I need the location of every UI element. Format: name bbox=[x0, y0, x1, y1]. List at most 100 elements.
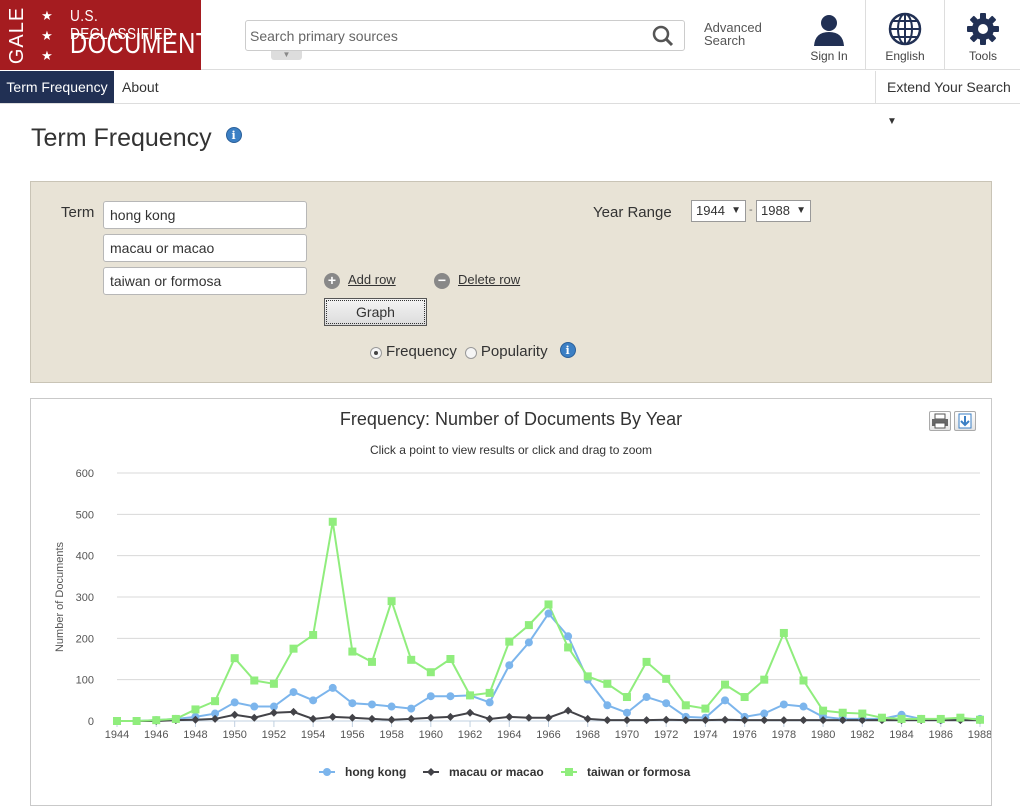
data-point-0[interactable] bbox=[250, 702, 259, 711]
term-input-2[interactable] bbox=[103, 234, 307, 262]
term-input-3[interactable] bbox=[103, 267, 307, 295]
data-point-1[interactable] bbox=[289, 707, 298, 716]
year-to-select[interactable]: 1988 ▼ bbox=[756, 200, 811, 222]
legend-label[interactable]: hong kong bbox=[345, 765, 406, 779]
year-from-select[interactable]: 1944 ▼ bbox=[691, 200, 746, 222]
data-point-2[interactable] bbox=[113, 717, 121, 725]
data-point-1[interactable] bbox=[701, 716, 710, 725]
tab-about[interactable]: About bbox=[122, 79, 159, 95]
data-point-2[interactable] bbox=[721, 680, 730, 689]
data-point-0[interactable] bbox=[407, 704, 416, 713]
data-point-1[interactable] bbox=[407, 714, 416, 723]
data-point-1[interactable] bbox=[740, 716, 749, 725]
data-point-1[interactable] bbox=[191, 715, 200, 724]
data-point-0[interactable] bbox=[309, 696, 318, 705]
data-point-0[interactable] bbox=[269, 702, 278, 711]
data-point-0[interactable] bbox=[446, 692, 455, 701]
data-point-2[interactable] bbox=[799, 676, 808, 685]
legend-marker[interactable] bbox=[565, 768, 573, 776]
data-point-2[interactable] bbox=[407, 655, 416, 664]
tab-term-frequency[interactable]: Term Frequency bbox=[0, 71, 114, 103]
data-point-2[interactable] bbox=[917, 714, 926, 723]
delete-row-link[interactable]: Delete row bbox=[458, 272, 521, 287]
data-point-2[interactable] bbox=[564, 643, 573, 652]
data-point-2[interactable] bbox=[858, 709, 867, 718]
data-point-0[interactable] bbox=[662, 699, 671, 708]
data-point-2[interactable] bbox=[289, 644, 298, 653]
data-point-0[interactable] bbox=[799, 702, 808, 711]
data-point-2[interactable] bbox=[426, 668, 435, 677]
data-point-2[interactable] bbox=[701, 704, 710, 713]
data-point-1[interactable] bbox=[426, 713, 435, 722]
data-point-2[interactable] bbox=[681, 701, 690, 710]
data-point-2[interactable] bbox=[485, 688, 494, 697]
data-point-1[interactable] bbox=[662, 715, 671, 724]
data-point-0[interactable] bbox=[642, 693, 651, 702]
popularity-radio[interactable] bbox=[464, 346, 477, 359]
data-point-1[interactable] bbox=[505, 712, 514, 721]
data-point-1[interactable] bbox=[622, 716, 631, 725]
data-point-2[interactable] bbox=[171, 714, 180, 723]
data-point-0[interactable] bbox=[544, 609, 553, 618]
data-point-0[interactable] bbox=[779, 700, 788, 709]
plus-icon[interactable]: + bbox=[324, 273, 340, 289]
data-point-2[interactable] bbox=[877, 713, 886, 722]
data-point-0[interactable] bbox=[564, 632, 573, 641]
term-frequency-chart[interactable]: 0 100 200 300 400 500 600 1944 1946 1948 1950 1952 1… bbox=[31, 399, 991, 805]
data-point-2[interactable] bbox=[976, 715, 984, 724]
data-point-0[interactable] bbox=[387, 702, 396, 711]
language-button[interactable]: English bbox=[872, 0, 938, 70]
frequency-radio[interactable] bbox=[370, 346, 382, 359]
data-point-2[interactable] bbox=[446, 655, 455, 663]
data-point-2[interactable] bbox=[642, 657, 651, 666]
data-point-1[interactable] bbox=[309, 714, 318, 723]
data-point-2[interactable] bbox=[622, 693, 631, 702]
data-point-1[interactable] bbox=[779, 716, 788, 725]
legend-label[interactable]: taiwan or formosa bbox=[587, 765, 691, 779]
search-icon[interactable] bbox=[652, 25, 674, 52]
tools-button[interactable]: Tools bbox=[950, 0, 1016, 70]
data-point-2[interactable] bbox=[250, 676, 259, 685]
data-point-0[interactable] bbox=[348, 699, 357, 708]
sign-in-button[interactable]: Sign In bbox=[796, 0, 862, 70]
gale-logo[interactable]: GALE ★ ★ ★ U.S. DECLASSIFIED DOCUMENTS bbox=[0, 0, 227, 70]
info-icon[interactable]: i bbox=[225, 127, 242, 143]
data-point-1[interactable] bbox=[466, 708, 475, 717]
search-input[interactable] bbox=[246, 21, 636, 50]
data-point-2[interactable] bbox=[328, 517, 337, 526]
data-point-1[interactable] bbox=[681, 716, 690, 725]
data-point-2[interactable] bbox=[367, 657, 376, 666]
data-point-0[interactable] bbox=[524, 638, 533, 647]
data-point-2[interactable] bbox=[269, 679, 278, 688]
data-point-2[interactable] bbox=[897, 714, 906, 723]
extend-search-menu[interactable]: Extend Your Search ▼ bbox=[875, 71, 1020, 127]
data-point-1[interactable] bbox=[446, 712, 455, 721]
data-point-2[interactable] bbox=[132, 717, 141, 725]
data-point-0[interactable] bbox=[505, 661, 514, 670]
data-point-2[interactable] bbox=[348, 647, 357, 656]
data-point-1[interactable] bbox=[485, 714, 494, 723]
data-point-1[interactable] bbox=[524, 713, 533, 722]
data-point-2[interactable] bbox=[603, 679, 612, 688]
data-point-1[interactable] bbox=[838, 716, 847, 725]
data-point-2[interactable] bbox=[819, 706, 828, 715]
data-point-1[interactable] bbox=[603, 716, 612, 725]
data-point-1[interactable] bbox=[328, 712, 337, 721]
data-point-1[interactable] bbox=[269, 708, 278, 717]
data-point-1[interactable] bbox=[250, 713, 259, 722]
search-options-toggle[interactable]: ▼ bbox=[271, 51, 302, 60]
data-point-2[interactable] bbox=[760, 675, 769, 684]
data-point-2[interactable] bbox=[662, 674, 671, 683]
data-point-0[interactable] bbox=[230, 698, 239, 707]
data-point-0[interactable] bbox=[426, 692, 435, 701]
data-point-2[interactable] bbox=[152, 716, 161, 725]
data-point-2[interactable] bbox=[583, 672, 592, 681]
data-point-0[interactable] bbox=[328, 683, 337, 692]
graph-button[interactable]: Graph bbox=[324, 298, 427, 326]
data-point-0[interactable] bbox=[721, 696, 730, 705]
legend-marker[interactable] bbox=[323, 768, 331, 776]
data-point-2[interactable] bbox=[191, 705, 200, 714]
data-point-2[interactable] bbox=[505, 637, 514, 646]
add-row-link[interactable]: Add row bbox=[348, 272, 396, 287]
data-point-1[interactable] bbox=[387, 715, 396, 724]
